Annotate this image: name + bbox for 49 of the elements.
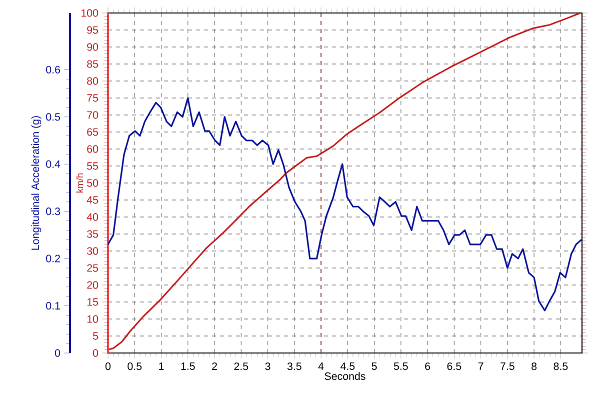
x-tick-label: 4	[318, 362, 324, 370]
y-tick-label: 60	[87, 145, 98, 153]
y-tick-label: 65	[87, 128, 98, 136]
x-tick-label: 1	[159, 362, 164, 370]
y-tick-label: 100	[82, 9, 98, 17]
y-axis-title: km/h	[76, 173, 84, 192]
y-tick-label: 85	[87, 60, 98, 68]
y-tick-label: 50	[87, 179, 98, 187]
x-tick-label: 0	[105, 362, 111, 370]
x-tick-label: 2	[212, 362, 217, 370]
y-tick-label: 55	[87, 162, 98, 170]
y-tick-label: 30	[87, 247, 98, 255]
x-tick-label: 3	[265, 362, 270, 370]
y-tick-label: 80	[87, 77, 98, 85]
x-tick-label: 7	[478, 362, 484, 370]
x-tick-label: 5	[372, 362, 377, 370]
y-tick-label: 0	[92, 349, 98, 357]
x-tick-label: 1.5	[181, 362, 195, 370]
y2-tick-label: 0.5	[46, 113, 60, 121]
y-tick-label: 75	[87, 94, 98, 102]
y2-tick-label: 0.3	[46, 208, 60, 216]
x-tick-label: 2.5	[234, 362, 248, 370]
y-tick-label: 45	[86, 196, 98, 204]
x-tick-label: 6.5	[447, 362, 462, 370]
y-tick-label: 20	[87, 281, 98, 289]
y2-axis-title: Longitudinal Acceleration (g)	[31, 116, 42, 250]
y-tick-label: 70	[87, 111, 98, 119]
y-tick-label: 35	[87, 230, 98, 238]
x-tick-label: 5.5	[394, 362, 408, 370]
y-tick-label: 95	[87, 26, 98, 34]
y2-tick-label: 0	[54, 349, 60, 357]
y2-tick-label: 0.6	[46, 66, 60, 74]
x-tick-label: 4.5	[340, 362, 355, 370]
y-tick-label: 40	[86, 213, 98, 221]
x-tick-label: 7.5	[500, 362, 514, 370]
y-tick-label: 10	[87, 315, 98, 323]
y-tick-label: 90	[87, 43, 98, 51]
x-tick-label: 3.5	[287, 362, 302, 370]
y2-tick-label: 0.2	[46, 254, 60, 262]
x-axis-title: Seconds	[324, 372, 366, 380]
y-tick-label: 5	[92, 332, 98, 340]
x-tick-label: 0.5	[128, 362, 142, 370]
y-tick-label: 25	[87, 264, 98, 272]
x-tick-label: 6	[425, 362, 430, 370]
y-tick-label: 15	[87, 298, 98, 306]
y2-tick-label: 0.1	[46, 302, 60, 310]
x-tick-label: 8	[532, 362, 537, 370]
y2-tick-label: 0.4	[46, 160, 60, 168]
x-tick-label: 8.5	[554, 362, 568, 370]
